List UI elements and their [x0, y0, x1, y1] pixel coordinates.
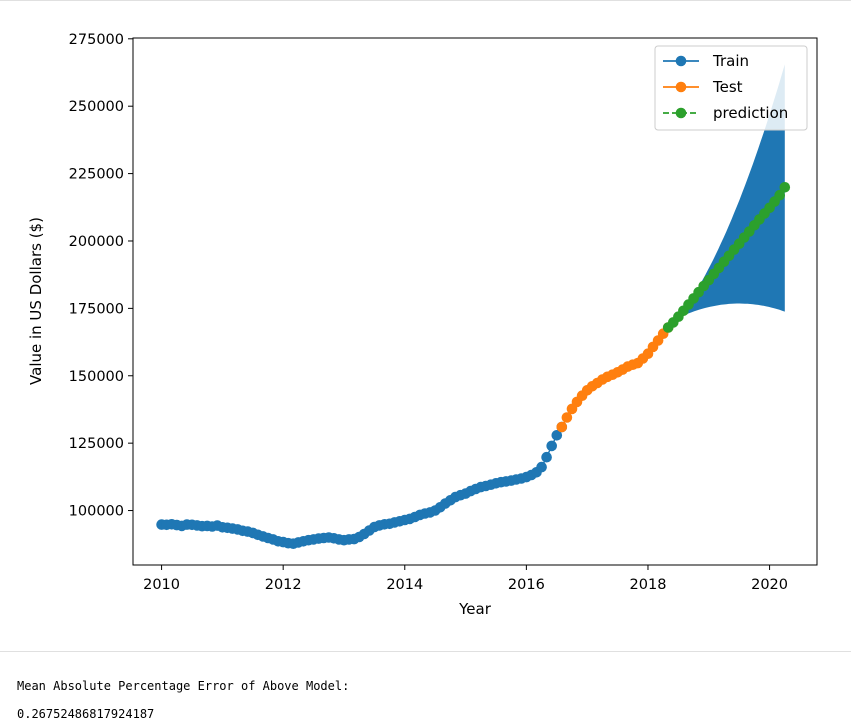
x-tick-label: 2016 — [508, 577, 545, 593]
y-tick-label: 250000 — [69, 99, 124, 115]
y-tick-label: 225000 — [69, 167, 124, 183]
cell-top-rule — [0, 0, 851, 1]
legend-marker-test — [675, 81, 687, 93]
y-axis: 100000 125000 150000 175000 200000 225000 2500… — [69, 32, 133, 520]
data-point-test — [556, 421, 568, 433]
plot-content — [156, 64, 791, 549]
mape-value: 0.26752486817924187 — [17, 707, 155, 721]
x-axis: 2010 2012 2014 2016 2018 2020 — [143, 565, 788, 593]
y-axis-label: Value in US Dollars ($) — [27, 217, 45, 385]
legend-marker-prediction — [675, 107, 687, 119]
x-tick-label: 2014 — [386, 577, 423, 593]
forecast-chart: 2010 2012 2014 2016 2018 2020 100000 125000 150… — [27, 32, 818, 618]
legend-marker-train — [675, 55, 687, 67]
cell-output: Mean Absolute Percentage Error of Above … — [17, 672, 349, 728]
x-tick-label: 2020 — [751, 577, 788, 593]
mape-label: Mean Absolute Percentage Error of Above … — [17, 679, 350, 693]
y-tick-label: 100000 — [69, 504, 124, 520]
y-tick-label: 125000 — [69, 436, 124, 452]
legend-label-prediction: prediction — [713, 104, 788, 122]
data-point-prediction — [774, 189, 785, 201]
y-tick-label: 175000 — [69, 301, 124, 317]
plot-frame — [132, 37, 818, 566]
data-point-train — [536, 461, 547, 473]
data-point-train — [546, 440, 557, 452]
data-point-test — [561, 412, 573, 423]
legend-label-test: Test — [712, 78, 743, 96]
x-axis-label: Year — [458, 600, 492, 618]
y-tick-label: 150000 — [69, 369, 124, 385]
legend-box — [654, 45, 808, 131]
legend: Train Test prediction — [654, 45, 808, 131]
cell-divider — [0, 651, 851, 652]
data-point-train — [551, 430, 563, 441]
y-tick-label: 200000 — [69, 234, 124, 250]
y-tick-label: 275000 — [69, 32, 124, 48]
data-point-prediction — [779, 182, 791, 193]
x-tick-label: 2010 — [143, 577, 180, 593]
data-point-train — [541, 451, 552, 463]
legend-label-train: Train — [712, 52, 749, 70]
confidence-band — [678, 64, 785, 318]
x-tick-label: 2012 — [265, 577, 302, 593]
x-tick-label: 2018 — [630, 577, 667, 593]
